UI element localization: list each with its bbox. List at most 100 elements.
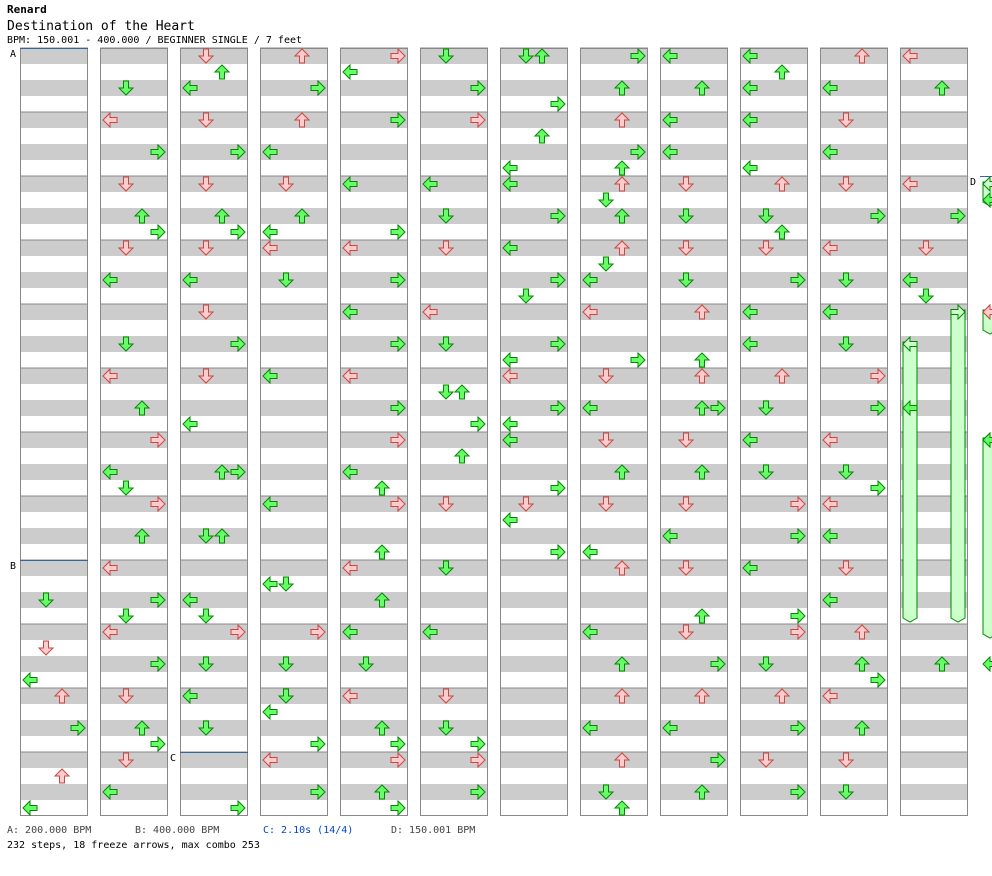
beat-band — [180, 592, 248, 608]
measure-grid — [20, 47, 968, 816]
beat-band — [100, 560, 168, 576]
beat-band — [340, 176, 408, 192]
beat-band — [580, 336, 648, 352]
beat-band — [20, 80, 88, 96]
beat-band — [820, 720, 888, 736]
right-arrow-icon — [150, 735, 166, 753]
beat-band — [340, 112, 408, 128]
up-arrow-icon — [613, 560, 631, 576]
left-arrow-icon — [262, 751, 278, 769]
down-arrow-icon — [117, 336, 135, 352]
up-arrow-icon — [613, 208, 631, 224]
right-arrow-icon — [150, 143, 166, 161]
left-arrow-icon — [502, 415, 518, 433]
up-arrow-icon — [853, 624, 871, 640]
beat-band — [580, 720, 648, 736]
beat-band — [900, 176, 968, 192]
beat-band — [260, 112, 328, 128]
beat-band — [740, 592, 808, 608]
beat-band — [180, 432, 248, 448]
beat-band — [20, 144, 88, 160]
left-arrow-icon — [102, 623, 118, 641]
beat-band — [500, 144, 568, 160]
up-arrow-icon — [853, 48, 871, 64]
beat-band — [340, 48, 408, 64]
down-arrow-icon — [837, 752, 855, 768]
left-arrow-icon — [822, 431, 838, 449]
beat-band — [180, 752, 248, 768]
freeze-arrow-body — [902, 341, 918, 623]
beat-band — [820, 240, 888, 256]
column-border — [820, 48, 888, 816]
beat-band — [420, 240, 488, 256]
right-arrow-icon — [550, 543, 566, 561]
beat-band — [660, 240, 728, 256]
up-arrow-icon — [773, 368, 791, 384]
beat-band — [260, 176, 328, 192]
up-arrow-icon — [773, 224, 791, 240]
right-arrow-icon — [390, 495, 406, 513]
right-arrow-icon — [390, 799, 406, 817]
down-arrow-icon — [837, 272, 855, 288]
step-stats: 232 steps, 18 freeze arrows, max combo 2… — [7, 840, 260, 851]
left-arrow-icon — [102, 111, 118, 129]
artist-name: Renard — [7, 3, 47, 16]
up-arrow-icon — [773, 688, 791, 704]
down-arrow-icon — [597, 496, 615, 512]
column-border — [260, 48, 328, 816]
beat-band — [420, 304, 488, 320]
beat-band — [100, 368, 168, 384]
beat-band — [580, 208, 648, 224]
beat-band — [20, 176, 88, 192]
marker-label: D — [970, 177, 976, 188]
column-border — [340, 48, 408, 816]
down-arrow-icon — [437, 496, 455, 512]
left-arrow-icon — [262, 239, 278, 257]
left-arrow-icon — [742, 47, 758, 65]
beat-band — [660, 176, 728, 192]
down-arrow-icon — [437, 336, 455, 352]
beat-band — [580, 464, 648, 480]
down-arrow-icon — [277, 576, 295, 592]
beat-band — [100, 464, 168, 480]
left-arrow-icon — [742, 111, 758, 129]
left-arrow-icon — [902, 271, 918, 289]
left-arrow-icon — [262, 223, 278, 241]
up-arrow-icon — [453, 384, 471, 400]
left-arrow-icon — [422, 303, 438, 321]
right-arrow-icon — [790, 527, 806, 545]
beat-band — [740, 144, 808, 160]
beat-band — [420, 688, 488, 704]
up-arrow-icon — [613, 176, 631, 192]
beat-band — [820, 688, 888, 704]
up-arrow-icon — [53, 688, 71, 704]
beat-band — [420, 272, 488, 288]
left-arrow-icon — [422, 175, 438, 193]
marker-legend: A: 200.000 BPM B: 400.000 BPM C: 2.10s (14… — [7, 825, 475, 836]
beat-band — [180, 784, 248, 800]
right-arrow-icon — [870, 479, 886, 497]
left-arrow-icon — [342, 303, 358, 321]
beat-band — [100, 208, 168, 224]
beat-band — [20, 464, 88, 480]
beat-band — [180, 656, 248, 672]
beat-band — [900, 48, 968, 64]
left-arrow-icon — [262, 143, 278, 161]
right-arrow-icon — [550, 207, 566, 225]
down-arrow-icon — [517, 288, 535, 304]
beat-band — [660, 528, 728, 544]
right-arrow-icon — [470, 79, 486, 97]
beat-band — [180, 400, 248, 416]
down-arrow-icon — [517, 496, 535, 512]
beat-band — [260, 272, 328, 288]
beat-band — [100, 656, 168, 672]
beat-band — [740, 48, 808, 64]
left-arrow-icon — [902, 175, 918, 193]
beat-band — [20, 624, 88, 640]
down-arrow-icon — [677, 208, 695, 224]
right-arrow-icon — [230, 463, 246, 481]
up-arrow-icon — [213, 464, 231, 480]
beat-band — [740, 656, 808, 672]
beat-band — [260, 592, 328, 608]
beat-band — [100, 240, 168, 256]
